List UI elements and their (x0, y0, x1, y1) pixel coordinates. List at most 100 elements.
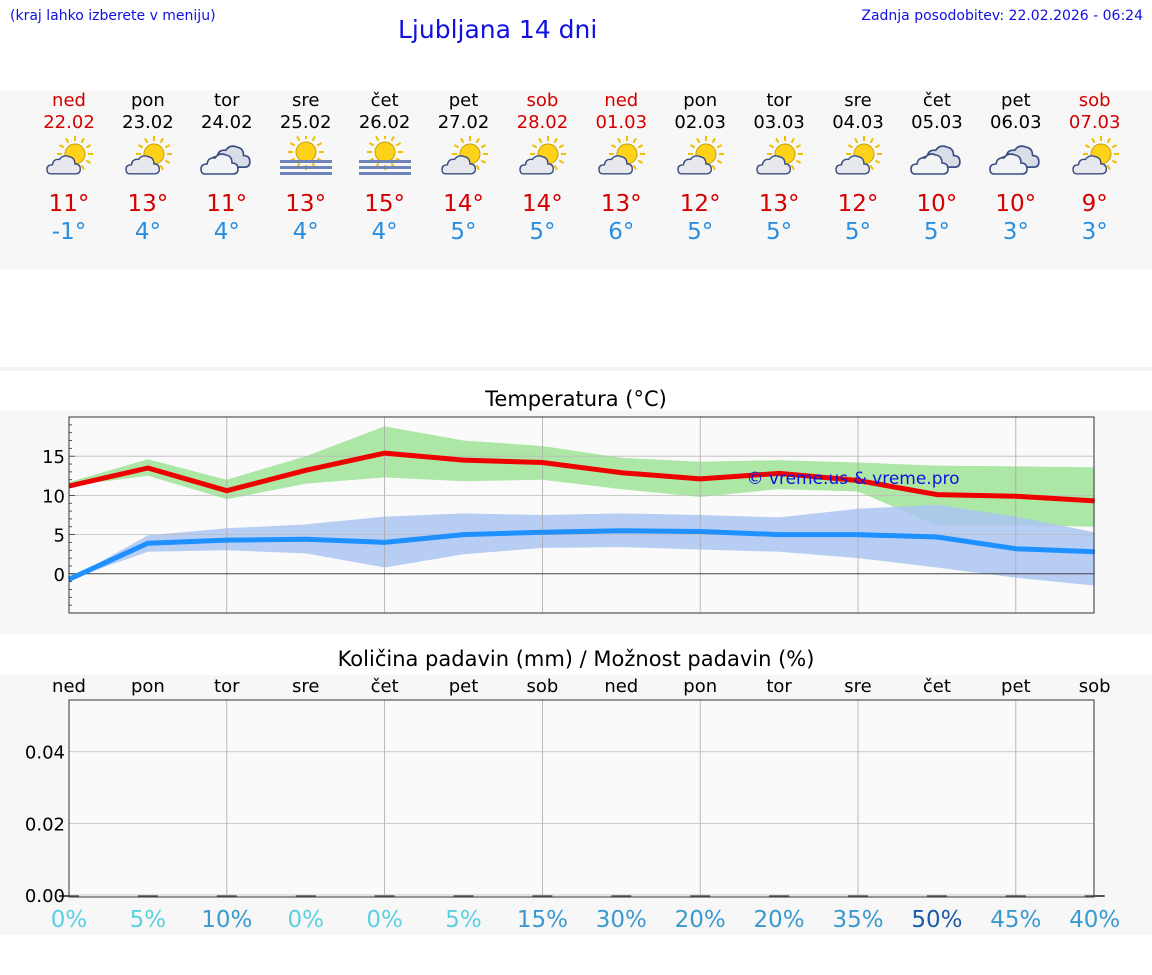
day-name: čet (370, 90, 399, 111)
precip-probability: 10% (201, 907, 252, 933)
max-temp: 14° (522, 191, 563, 217)
max-temp: 11° (206, 191, 248, 217)
max-temp-point (936, 494, 938, 496)
max-temp: 10° (995, 191, 1037, 217)
precip-probability: 5% (445, 907, 482, 933)
min-temp-point (1015, 548, 1017, 550)
y-tick-label: 0.02 (25, 814, 65, 835)
day-name: ned (52, 90, 86, 111)
min-temp-point (384, 541, 386, 543)
max-temp: 9° (1081, 191, 1108, 217)
precip-probability: 35% (832, 907, 883, 933)
day-name: tor (214, 90, 240, 111)
day-date: 02.03 (674, 112, 726, 133)
day-date: 27.02 (437, 112, 490, 133)
x-category-label: pon (131, 676, 165, 697)
day-name: sob (1078, 90, 1111, 111)
forecast-band (0, 90, 1152, 270)
max-temp-point (699, 478, 701, 480)
forecast-day: sre 25.02 13° 4° (266, 90, 345, 246)
day-date: 03.03 (753, 112, 805, 133)
x-category-label: čet (371, 676, 399, 697)
day-date: 26.02 (358, 112, 411, 133)
day-date: 22.02 (43, 112, 95, 133)
min-temp-point (305, 538, 307, 540)
max-temp-point (305, 469, 307, 471)
precip-bar (532, 895, 553, 897)
x-category-label: sob (1079, 676, 1111, 697)
min-temp: 5° (687, 219, 714, 245)
precip-probability: 50% (911, 907, 962, 933)
precip-probability: 30% (596, 907, 647, 933)
min-temp-point (857, 534, 859, 536)
x-category-label: tor (766, 676, 792, 697)
max-temp: 13° (600, 191, 642, 217)
day-date: 24.02 (201, 112, 253, 133)
sun-cloud-icon (1055, 136, 1134, 184)
day-date: 01.03 (595, 112, 648, 133)
day-date: 23.02 (122, 112, 174, 133)
precip-probability: 0% (366, 907, 403, 933)
precip-bar (1084, 895, 1105, 897)
x-category-label: pet (449, 676, 479, 697)
max-temp: 10° (916, 191, 958, 217)
forecast-day: čet 05.03 10° 5° (897, 90, 976, 246)
max-temp-line (68, 450, 1095, 504)
plot-area (69, 700, 1094, 897)
precip-probability: 15% (517, 907, 568, 933)
max-temp-point (226, 490, 228, 492)
day-name: sre (291, 90, 320, 111)
day-date: 28.02 (516, 112, 569, 133)
precip-probability: 45% (990, 907, 1041, 933)
max-temp: 12° (679, 191, 721, 217)
max-temp: 13° (758, 191, 800, 217)
precip-probability: 5% (130, 907, 167, 933)
precipitation-chart: ned 0% pon 5% tor 10% sre 0% čet 0% pet 5% sob 15% ned… (25, 676, 1120, 933)
min-temp: 4° (213, 219, 240, 245)
cloudy-icon (187, 136, 266, 184)
precip-bar (295, 895, 316, 897)
location-hint: (kraj lahko izberete v meniju) (10, 8, 216, 24)
max-temp-point (384, 452, 386, 454)
max-temp-point (1015, 495, 1017, 497)
day-name: pet (448, 90, 479, 111)
min-temp: -1° (51, 219, 87, 245)
precipitation-chart-title: Količina padavin (mm) / Možnost padavin … (337, 647, 815, 671)
min-temp-line (67, 528, 1095, 582)
last-updated: Zadnja posodobitev: 22.02.2026 - 06:24 (861, 8, 1143, 24)
min-temp: 3° (1081, 219, 1108, 245)
forecast-day: sob 28.02 14° 5° (503, 90, 582, 246)
day-name: sob (526, 90, 559, 111)
y-tick-label: 0.04 (25, 743, 65, 764)
forecast-day: pet 06.03 10° 3° (976, 90, 1055, 246)
precip-probability: 20% (675, 907, 726, 933)
x-category-label: sre (844, 676, 871, 697)
sun-cloud-icon (108, 136, 187, 184)
max-temp-point (857, 480, 859, 482)
precip-bar (1005, 895, 1026, 897)
day-date: 04.03 (832, 112, 884, 133)
day-name: pon (683, 90, 718, 111)
precip-bar (848, 895, 868, 897)
precip-probability: 0% (287, 907, 324, 933)
precip-bar (216, 895, 237, 897)
sun-fog-icon (266, 136, 345, 184)
forecast-day: sre 04.03 12° 5° (819, 90, 898, 246)
day-date: 07.03 (1068, 112, 1121, 133)
forecast-day: pon 02.03 12° 5° (661, 90, 740, 246)
forecast-day: pon 23.02 13° 4° (108, 90, 187, 246)
y-tick-label: 10 (42, 486, 65, 507)
day-date: 25.02 (279, 112, 332, 133)
day-name: ned (604, 90, 639, 111)
min-temp: 4° (292, 219, 319, 245)
precip-bar (453, 895, 474, 897)
min-temp-point (147, 542, 149, 544)
temperature-chart-title: Temperatura (°C) (485, 387, 667, 411)
max-temp: 11° (48, 191, 90, 217)
sun-cloud-icon (819, 136, 898, 184)
forecast-day: pet 27.02 14° 5° (424, 90, 503, 246)
day-name: čet (922, 90, 951, 111)
x-category-label: sob (526, 676, 558, 697)
min_range-band (69, 504, 1095, 586)
min-temp: 4° (371, 219, 398, 245)
